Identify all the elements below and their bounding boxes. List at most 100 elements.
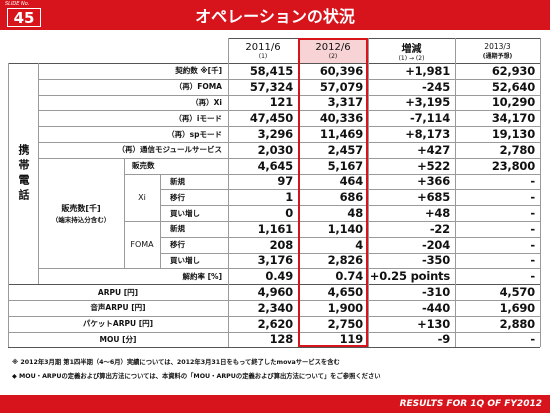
- section-label: 携帯電話: [17, 143, 30, 204]
- column-divider: [124, 157, 125, 269]
- column-divider: [228, 38, 229, 348]
- cell-value: 97: [277, 174, 293, 189]
- cell-value: 2,030: [257, 142, 294, 157]
- cell-value: 4,570: [499, 285, 536, 300]
- row-divider: [8, 300, 540, 301]
- cell-value: 2,826: [327, 253, 364, 268]
- cell-value: 4,650: [327, 285, 364, 300]
- cell-value: 128: [269, 332, 294, 347]
- row-label: （再）通信モジュールサービス: [117, 145, 222, 155]
- cell-value: 2,340: [257, 300, 294, 315]
- cell-value: 2,750: [327, 316, 364, 331]
- cell-value: 2,880: [499, 316, 536, 331]
- row-label: ARPU [円]: [97, 287, 139, 297]
- row-label: 解約率 [%]: [182, 271, 222, 281]
- row-label: 新規: [170, 176, 185, 186]
- row-label: 販売数: [132, 161, 155, 171]
- row-label: 移行: [170, 240, 185, 250]
- column-sub: (2): [328, 52, 338, 60]
- cell-value: 0: [285, 206, 293, 221]
- row-divider: [160, 189, 540, 191]
- cell-value: +522: [417, 158, 450, 173]
- row-divider: [8, 284, 540, 286]
- slide-label: SLIDE No.: [5, 1, 30, 7]
- cell-value: 208: [269, 237, 294, 252]
- column-divider: [455, 38, 456, 348]
- row-divider: [8, 347, 540, 349]
- highlight-column: [298, 38, 368, 348]
- row-label: （再）spモード: [167, 129, 222, 139]
- cell-value: +685: [417, 190, 450, 205]
- cell-value: 57,079: [319, 79, 363, 94]
- cell-value: 3,296: [257, 127, 294, 142]
- cell-value: 1,161: [257, 221, 294, 236]
- cell-value: +130: [417, 316, 450, 331]
- cell-value: 0.49: [265, 269, 293, 284]
- cell-value: 119: [339, 332, 364, 347]
- slide-number: 45: [7, 8, 41, 27]
- cell-value: 1,900: [327, 300, 364, 315]
- cell-value: 1: [285, 190, 293, 205]
- cell-value: 19,130: [491, 127, 535, 142]
- cell-value: 11,469: [319, 127, 363, 142]
- row-label: MOU [分]: [99, 334, 137, 344]
- row-label: 新規: [170, 224, 185, 234]
- cell-value: -: [530, 174, 535, 189]
- cell-value: -: [530, 253, 535, 268]
- cell-value: 2,620: [257, 316, 294, 331]
- column-sub: (通期予想): [482, 52, 513, 60]
- column-divider: [160, 173, 161, 269]
- row-label: 音声ARPU [円]: [90, 303, 146, 313]
- column-header: 2011/6 (1): [228, 38, 298, 63]
- cell-value: 60,396: [319, 63, 363, 78]
- row-divider: [38, 78, 540, 80]
- column-divider: [368, 38, 369, 348]
- row-label: （再）FOMA: [174, 82, 222, 92]
- column-divider: [38, 63, 39, 285]
- row-divider: [8, 315, 540, 317]
- column-header: 2012/6 (2): [298, 38, 368, 63]
- cell-value: +3,195: [405, 95, 450, 110]
- cell-value: 2,457: [327, 142, 364, 157]
- cell-value: -: [530, 221, 535, 236]
- row-label: 買い増し: [170, 208, 200, 218]
- cell-value: -: [530, 269, 535, 284]
- cell-value: 57,324: [249, 79, 293, 94]
- cell-value: 3,317: [327, 95, 364, 110]
- cell-value: 58,415: [249, 63, 293, 78]
- cell-value: 4,645: [257, 158, 294, 173]
- cell-value: 23,800: [491, 158, 535, 173]
- cell-value: +366: [417, 174, 450, 189]
- title: オペレーションの状況: [195, 7, 355, 26]
- footnote: ※ 2012年3月期 第1四半期（4～6月）実績については、2012年3月31日…: [12, 358, 340, 366]
- cell-value: +1,981: [405, 63, 450, 78]
- header-top: [228, 38, 540, 39]
- column-header: 増減 (1) → (2): [368, 38, 455, 63]
- cell-value: 4: [355, 237, 363, 252]
- row-divider: [124, 221, 540, 222]
- cell-value: -22: [429, 221, 450, 236]
- cell-value: 62,930: [491, 63, 535, 78]
- breakdown-label: 販売数[千] （端末持込分含む）: [38, 158, 124, 269]
- row-divider: [8, 63, 540, 64]
- row-divider: [38, 126, 540, 128]
- cell-value: 3,176: [257, 253, 294, 268]
- footer-bar: [0, 395, 550, 413]
- cell-value: -7,114: [410, 111, 450, 126]
- breakdown-label: 販売数[千]: [61, 203, 101, 213]
- cell-value: 2,780: [499, 142, 536, 157]
- row-divider: [8, 331, 540, 333]
- footnote: ◆ MOU・ARPUの定義および算出方法については、本資料の「MOU・ARPUの…: [12, 372, 381, 380]
- cell-value: -310: [422, 285, 450, 300]
- group-label: FOMA: [130, 240, 154, 250]
- column-label: 増減: [401, 43, 422, 55]
- row-label: （再）iモード: [174, 113, 222, 123]
- cell-value: -: [530, 206, 535, 221]
- cell-value: -350: [422, 253, 450, 268]
- cell-value: 40,336: [319, 111, 363, 126]
- header-bar: [0, 0, 550, 30]
- cell-value: -: [530, 237, 535, 252]
- row-divider: [160, 252, 540, 254]
- cell-value: +48: [424, 206, 450, 221]
